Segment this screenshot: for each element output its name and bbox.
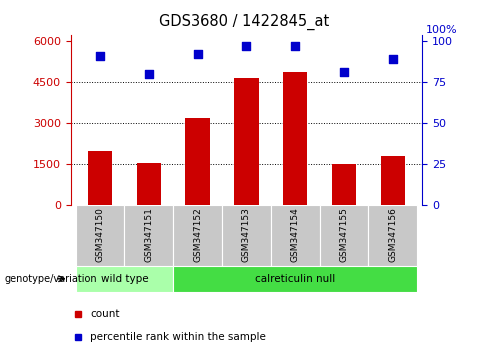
Bar (185, 118, 210, 205)
Bar (320, 205, 368, 266)
Point (194, 51, 202, 57)
Bar (271, 205, 320, 266)
Bar (368, 205, 417, 266)
Text: GDS3680 / 1422845_at: GDS3680 / 1422845_at (159, 14, 329, 30)
Text: GSM347155: GSM347155 (340, 207, 348, 262)
Point (145, 71, 153, 76)
Text: GSM347156: GSM347156 (388, 207, 397, 262)
Bar (381, 156, 405, 205)
Text: GSM347154: GSM347154 (291, 207, 300, 262)
Point (96, 53, 104, 58)
Text: wild type: wild type (101, 274, 148, 284)
Bar (283, 73, 307, 205)
Bar (173, 266, 417, 292)
Bar (222, 205, 271, 266)
Point (340, 69, 348, 75)
Bar (76, 266, 173, 292)
Bar (173, 205, 222, 266)
Point (389, 56, 397, 62)
Bar (88, 150, 112, 205)
Bar (76, 205, 124, 266)
Text: GSM347152: GSM347152 (193, 207, 202, 262)
Text: genotype/variation: genotype/variation (5, 274, 98, 284)
Text: GSM347153: GSM347153 (242, 207, 251, 262)
Text: count: count (90, 309, 120, 319)
Text: GSM347151: GSM347151 (144, 207, 153, 262)
Bar (332, 164, 356, 205)
Text: percentile rank within the sample: percentile rank within the sample (90, 332, 266, 342)
Text: calreticulin null: calreticulin null (255, 274, 335, 284)
Bar (124, 205, 173, 266)
Point (243, 43, 250, 48)
Point (291, 43, 299, 48)
Bar (137, 163, 161, 205)
Bar (234, 78, 259, 205)
Text: 100%: 100% (426, 25, 457, 35)
Text: GSM347150: GSM347150 (96, 207, 104, 262)
